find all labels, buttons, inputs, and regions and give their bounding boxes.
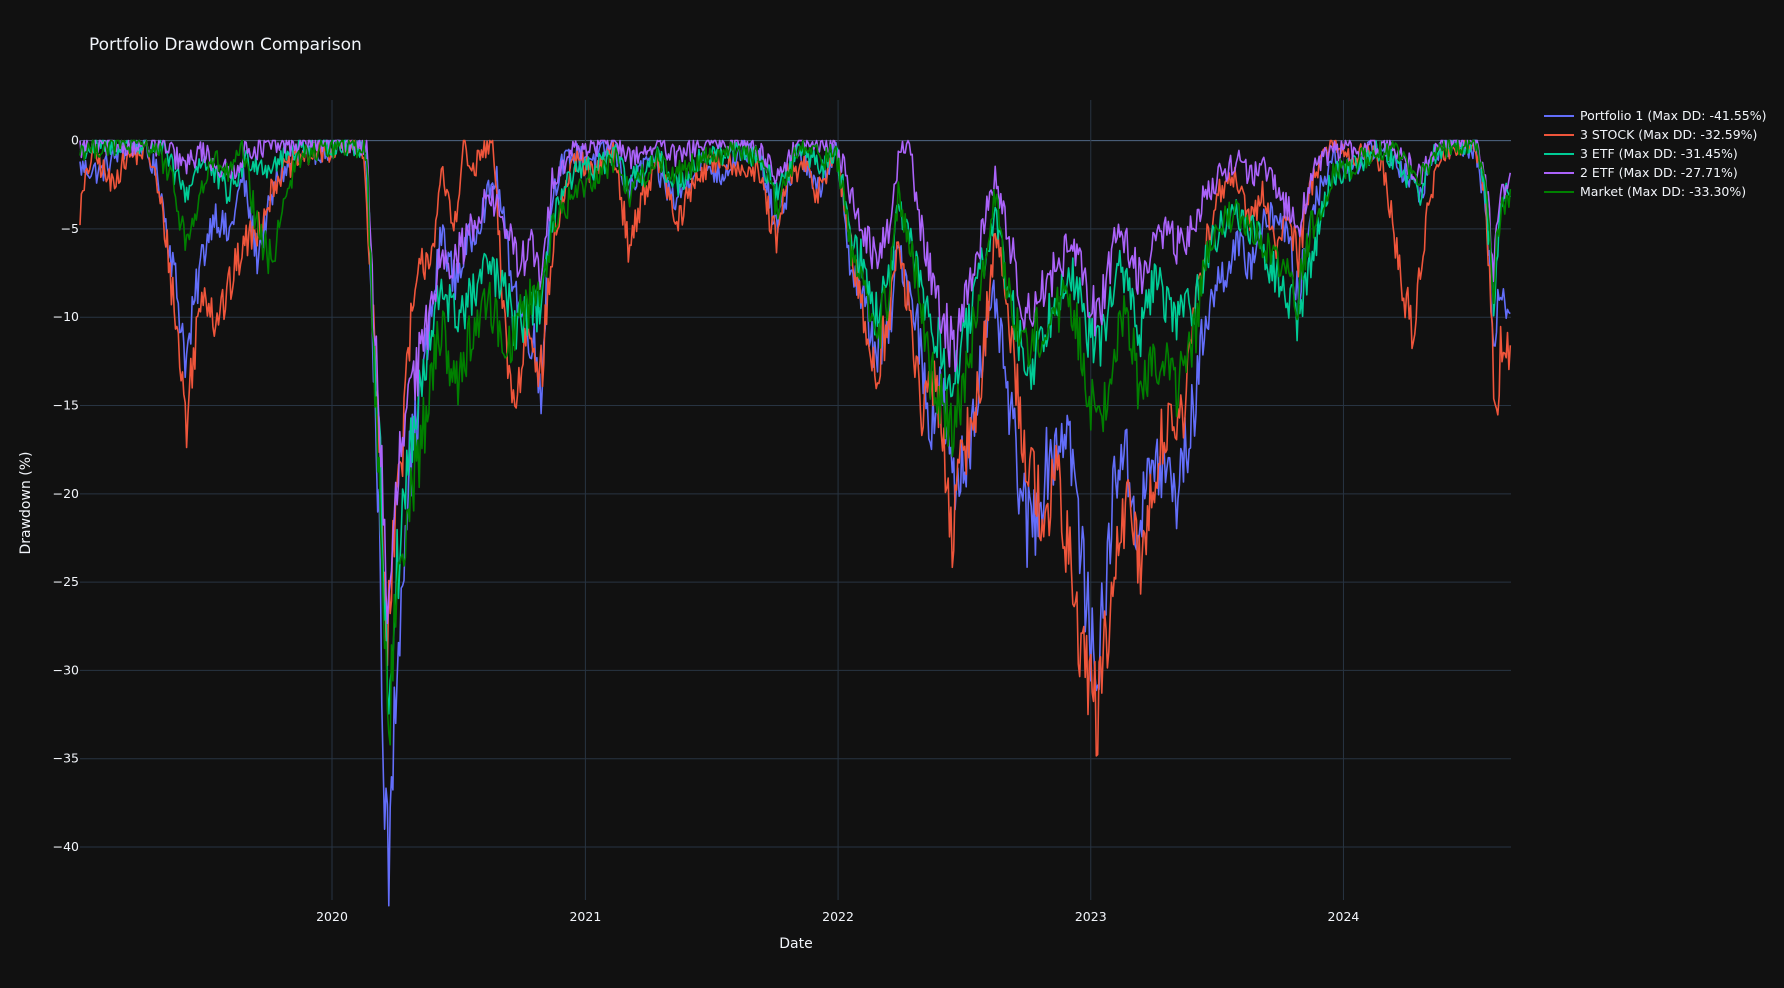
x-tick-label: 2020 xyxy=(316,909,348,924)
grid xyxy=(80,100,1511,900)
y-tick-label: −20 xyxy=(53,486,79,501)
x-tick-label: 2024 xyxy=(1328,909,1360,924)
series-line xyxy=(79,139,1512,625)
legend-label: 2 ETF (Max DD: -27.71%) xyxy=(1580,165,1738,180)
legend: Portfolio 1 (Max DD: -41.55%) 3 STOCK (Ma… xyxy=(1544,106,1767,201)
legend-label: Market (Max DD: -33.30%) xyxy=(1580,184,1747,199)
y-tick-label: −30 xyxy=(53,662,79,677)
legend-item[interactable]: 3 ETF (Max DD: -31.45%) xyxy=(1544,144,1767,163)
legend-item[interactable]: Market (Max DD: -33.30%) xyxy=(1544,182,1767,201)
y-tick-label: −15 xyxy=(53,398,79,413)
x-axis-label: Date xyxy=(779,936,812,952)
legend-item[interactable]: 3 STOCK (Max DD: -32.59%) xyxy=(1544,125,1767,144)
y-axis-label: Drawdown (%) xyxy=(18,451,34,554)
x-tick-label: 2022 xyxy=(822,909,854,924)
y-tick-label: −35 xyxy=(53,751,79,766)
legend-swatch xyxy=(1544,152,1574,155)
y-tick-label: −10 xyxy=(53,309,79,324)
series-line xyxy=(79,139,1511,907)
legend-swatch xyxy=(1544,133,1574,136)
legend-swatch xyxy=(1544,171,1574,174)
series-lines xyxy=(79,139,1512,907)
legend-label: 3 ETF (Max DD: -31.45%) xyxy=(1580,146,1738,161)
legend-label: Portfolio 1 (Max DD: -41.55%) xyxy=(1580,108,1767,123)
legend-item[interactable]: Portfolio 1 (Max DD: -41.55%) xyxy=(1544,106,1767,125)
y-tick-label: −5 xyxy=(61,221,79,236)
x-tick-label: 2023 xyxy=(1075,909,1107,924)
legend-swatch xyxy=(1544,190,1574,193)
legend-item[interactable]: 2 ETF (Max DD: -27.71%) xyxy=(1544,163,1767,182)
y-tick-label: 0 xyxy=(71,133,79,148)
chart-title: Portfolio Drawdown Comparison xyxy=(89,35,362,55)
axis-ticks: 0 −5 −10 −15 −20 −25 −30 −35 −40 2020 2021 2022 2023… xyxy=(53,133,1360,924)
y-tick-label: −40 xyxy=(53,839,79,854)
legend-label: 3 STOCK (Max DD: -32.59%) xyxy=(1580,127,1758,142)
x-tick-label: 2021 xyxy=(569,909,601,924)
legend-swatch xyxy=(1544,114,1574,117)
y-tick-label: −25 xyxy=(53,574,79,589)
series-line xyxy=(79,139,1512,757)
series-line xyxy=(79,139,1512,746)
